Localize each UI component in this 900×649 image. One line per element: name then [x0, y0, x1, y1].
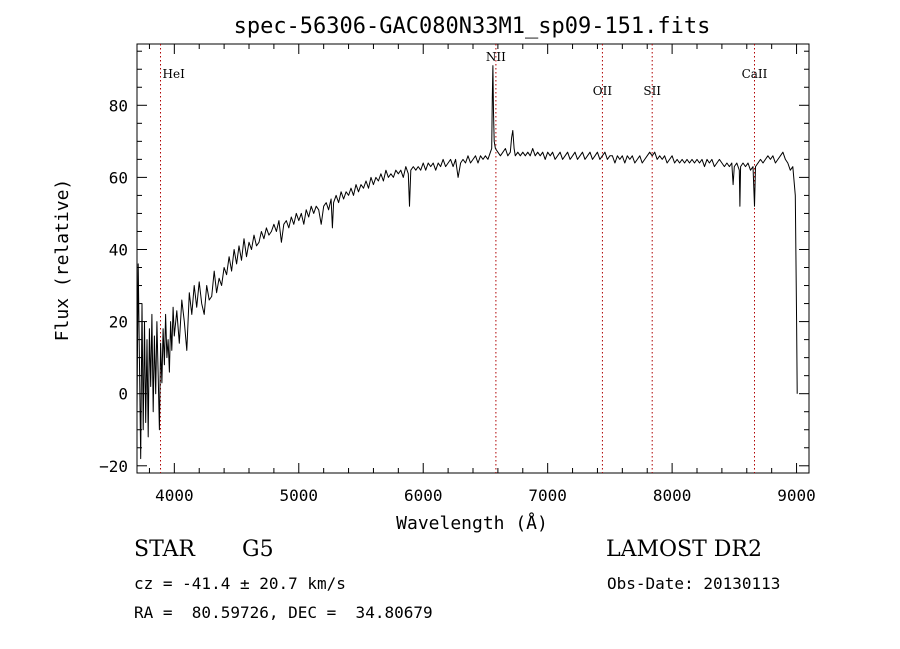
y-tick-label: 60 — [109, 168, 128, 187]
y-tick-label: 80 — [109, 96, 128, 115]
x-axis-ticks: 4000 5000 6000 7000 8000 9000 — [148, 44, 816, 505]
y-axis-ticks: −20 0 20 40 60 80 — [99, 50, 809, 476]
line-label-nii: NII — [486, 50, 506, 64]
object-class: STAR — [134, 537, 195, 562]
spectrum-series — [136, 65, 798, 460]
x-tick-label: 5000 — [280, 486, 319, 505]
y-tick-label: 40 — [109, 240, 128, 259]
line-label-sii: SII — [643, 84, 661, 98]
emission-lines: HeI NII OII SII CaII — [160, 44, 768, 473]
observation-date: Obs-Date: 20130113 — [607, 574, 781, 593]
chart-title: spec-56306-GAC080N33M1_sp09-151.fits — [234, 14, 711, 39]
x-tick-label: 8000 — [653, 486, 692, 505]
x-axis-label: Wavelength (Å) — [396, 512, 548, 534]
survey-name: LAMOST DR2 — [606, 537, 762, 562]
line-label-oii: OII — [593, 84, 613, 98]
y-tick-label: 20 — [109, 313, 128, 332]
line-label-hei: HeI — [163, 67, 186, 81]
y-tick-label: 0 — [118, 385, 128, 404]
x-tick-label: 7000 — [528, 486, 567, 505]
x-tick-label: 6000 — [404, 486, 443, 505]
line-label-caii: CaII — [742, 67, 768, 81]
redshift-readout: cz = -41.4 ± 20.7 km/s — [134, 574, 346, 593]
x-tick-label: 4000 — [155, 486, 194, 505]
coordinates-readout: RA = 80.59726, DEC = 34.80679 — [134, 603, 433, 622]
object-subclass: G5 — [242, 537, 274, 562]
x-tick-label: 9000 — [777, 486, 816, 505]
y-axis-label: Flux (relative) — [52, 179, 73, 342]
spectrum-line-0 — [136, 65, 798, 460]
y-tick-label: −20 — [99, 457, 128, 476]
